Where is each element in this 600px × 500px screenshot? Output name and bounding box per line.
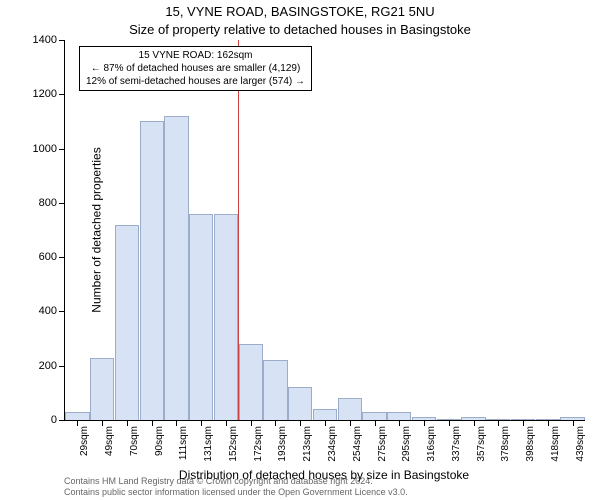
x-tick-label: 275sqm bbox=[377, 426, 388, 462]
y-tick-label: 600 bbox=[39, 251, 57, 263]
y-tick bbox=[59, 420, 65, 421]
x-tick-label: 152sqm bbox=[228, 426, 239, 462]
x-tick-label: 70sqm bbox=[129, 426, 140, 456]
x-tick-label: 357sqm bbox=[476, 426, 487, 462]
y-tick bbox=[59, 40, 65, 41]
annotation-line-3: 12% of semi-detached houses are larger (… bbox=[86, 75, 305, 88]
x-tick-label: 337sqm bbox=[451, 426, 462, 462]
y-tick-label: 800 bbox=[39, 197, 57, 209]
annotation-line-2: ← 87% of detached houses are smaller (4,… bbox=[86, 62, 305, 75]
x-tick-label: 111sqm bbox=[178, 426, 189, 460]
x-tick-label: 29sqm bbox=[79, 426, 90, 456]
y-tick bbox=[59, 366, 65, 367]
annotation-line-1: 15 VYNE ROAD: 162sqm bbox=[86, 49, 305, 62]
x-tick bbox=[449, 420, 450, 426]
x-tick-label: 378sqm bbox=[500, 426, 511, 462]
histogram-bar bbox=[189, 214, 213, 420]
address-title: 15, VYNE ROAD, BASINGSTOKE, RG21 5NU bbox=[0, 4, 600, 19]
y-tick bbox=[59, 257, 65, 258]
histogram-bar bbox=[387, 412, 411, 420]
x-tick bbox=[350, 420, 351, 426]
x-tick bbox=[325, 420, 326, 426]
chart-container: 15, VYNE ROAD, BASINGSTOKE, RG21 5NU Siz… bbox=[0, 0, 600, 500]
x-tick-label: 439sqm bbox=[575, 426, 586, 462]
x-tick bbox=[548, 420, 549, 426]
y-tick bbox=[59, 203, 65, 204]
x-tick-label: 131sqm bbox=[203, 426, 214, 462]
x-tick bbox=[573, 420, 574, 426]
bars-group bbox=[65, 40, 585, 420]
histogram-bar bbox=[362, 412, 386, 420]
y-tick-label: 400 bbox=[39, 305, 57, 317]
x-tick-label: 295sqm bbox=[401, 426, 412, 462]
x-tick bbox=[523, 420, 524, 426]
y-tick-label: 1200 bbox=[33, 88, 57, 100]
histogram-bar bbox=[65, 412, 89, 420]
histogram-bar bbox=[115, 225, 139, 420]
x-tick bbox=[102, 420, 103, 426]
x-tick-label: 193sqm bbox=[277, 426, 288, 462]
y-tick bbox=[59, 94, 65, 95]
x-tick-label: 254sqm bbox=[352, 426, 363, 462]
histogram-bar bbox=[90, 358, 114, 420]
plot-area: 020040060080010001200140029sqm49sqm70sqm… bbox=[64, 40, 585, 421]
y-tick bbox=[59, 149, 65, 150]
histogram-bar bbox=[313, 409, 337, 420]
x-tick bbox=[127, 420, 128, 426]
x-tick-label: 234sqm bbox=[327, 426, 338, 462]
x-tick-label: 418sqm bbox=[550, 426, 561, 462]
histogram-bar bbox=[338, 398, 362, 420]
y-tick-label: 200 bbox=[39, 360, 57, 372]
histogram-bar bbox=[164, 116, 188, 420]
annotation-box: 15 VYNE ROAD: 162sqm← 87% of detached ho… bbox=[79, 46, 312, 91]
x-tick-label: 172sqm bbox=[253, 426, 264, 462]
reference-line bbox=[238, 40, 239, 420]
y-tick-label: 0 bbox=[51, 414, 57, 426]
x-tick bbox=[424, 420, 425, 426]
x-tick bbox=[226, 420, 227, 426]
x-tick-label: 90sqm bbox=[154, 426, 165, 456]
x-tick bbox=[474, 420, 475, 426]
histogram-bar bbox=[239, 344, 263, 420]
x-tick-label: 398sqm bbox=[525, 426, 536, 462]
y-tick-label: 1000 bbox=[33, 143, 57, 155]
x-tick bbox=[251, 420, 252, 426]
histogram-bar bbox=[214, 214, 238, 420]
x-tick-label: 316sqm bbox=[426, 426, 437, 462]
histogram-bar bbox=[140, 121, 164, 420]
x-tick bbox=[152, 420, 153, 426]
footer-line-2: Contains public sector information licen… bbox=[64, 487, 584, 498]
y-tick-label: 1400 bbox=[33, 34, 57, 46]
x-tick-label: 49sqm bbox=[104, 426, 115, 456]
x-tick bbox=[375, 420, 376, 426]
y-tick bbox=[59, 311, 65, 312]
x-axis-label: Distribution of detached houses by size … bbox=[64, 468, 584, 482]
x-tick-label: 213sqm bbox=[302, 426, 313, 462]
histogram-bar bbox=[288, 387, 312, 420]
chart-subtitle: Size of property relative to detached ho… bbox=[0, 22, 600, 37]
histogram-bar bbox=[263, 360, 287, 420]
